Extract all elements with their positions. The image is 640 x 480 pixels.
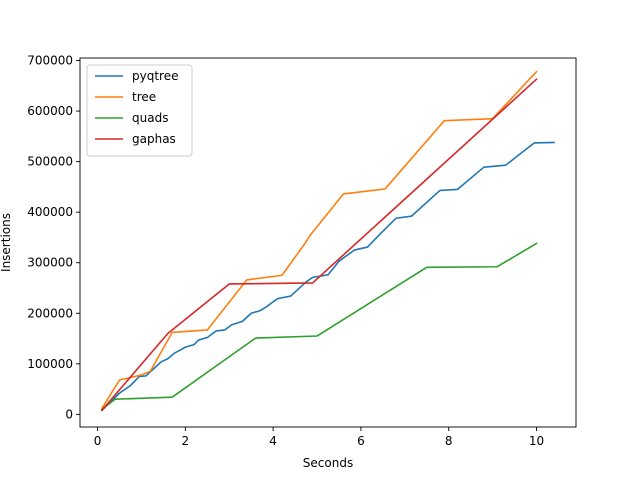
series-line-gaphas [100,78,538,412]
y-tick-label: 300000 [27,256,73,270]
x-axis-label: Seconds [303,456,353,470]
series-line-pyqtree [100,141,555,412]
x-tick-label: 2 [182,434,190,448]
series-line-tree [100,70,538,410]
y-tick-label: 500000 [27,155,73,169]
y-axis-label: Insertions [0,213,13,272]
legend-label-quads: quads [132,111,168,125]
x-tick-label: 6 [357,434,365,448]
x-tick-label: 4 [269,434,277,448]
legend-label-pyqtree: pyqtree [132,69,178,83]
axes: 0 2 4 6 8 10 0 100000 200000 300000 400000 500000 60… [27,54,577,448]
y-tick-label: 100000 [27,357,73,371]
y-tick-label: 400000 [27,205,73,219]
legend-label-gaphas: gaphas [132,132,176,146]
legend-box [86,64,193,157]
series-line-quads [100,242,538,411]
y-tick-label: 200000 [27,306,73,320]
y-tick-label: 600000 [27,104,73,118]
legend-label-tree: tree [132,90,156,104]
x-tick-label: 8 [445,434,453,448]
x-tick-label: 0 [94,434,102,448]
axes-frame [79,57,577,428]
y-tick-label: 0 [65,407,73,421]
x-tick-label: 10 [529,434,544,448]
plot-area [100,70,555,412]
legend: pyqtree tree quads gaphas [86,64,193,157]
y-tick-label: 700000 [27,54,73,68]
